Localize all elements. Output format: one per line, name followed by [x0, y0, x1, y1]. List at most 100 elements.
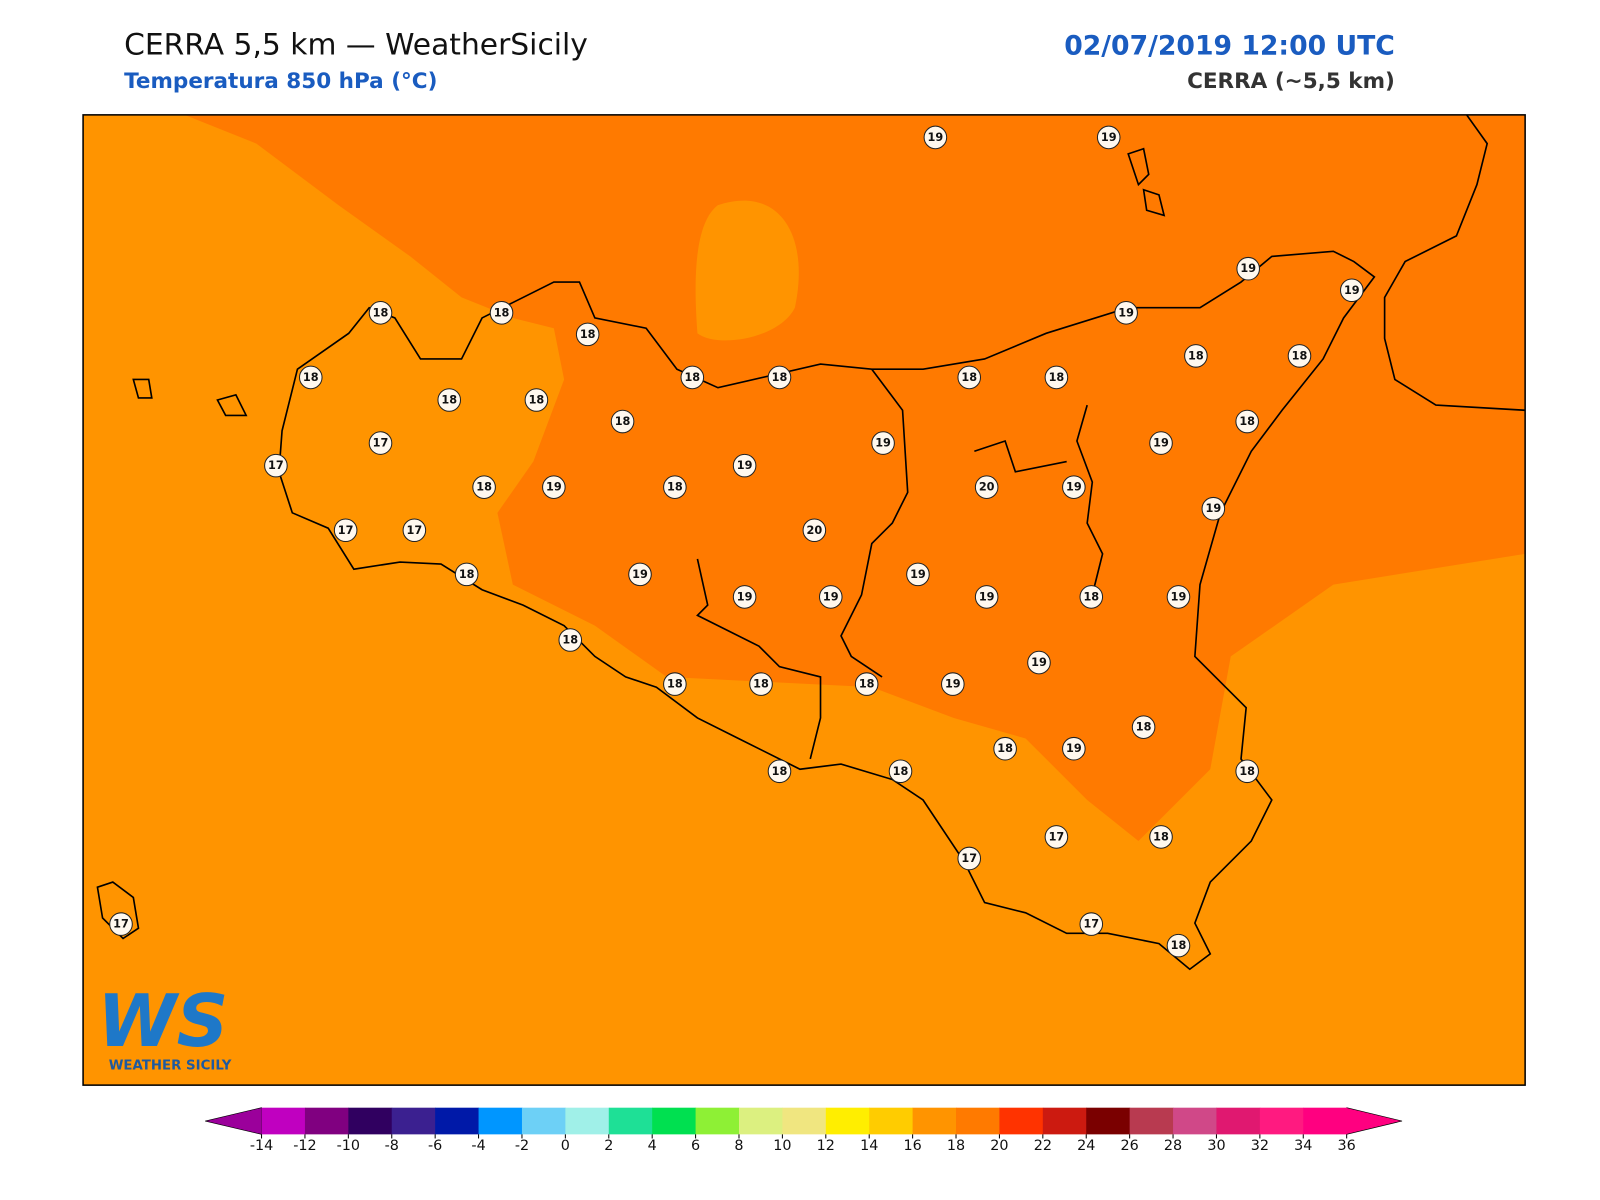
station-value: 19 — [1240, 262, 1256, 275]
station-marker — [610, 409, 635, 434]
station-marker — [1079, 912, 1104, 936]
station-value: 17 — [113, 918, 129, 931]
colorbar-swatch — [391, 1107, 436, 1135]
colorbar-tick-label: 14 — [860, 1138, 878, 1154]
colorbar-swatch — [435, 1107, 480, 1135]
station-value: 18 — [753, 678, 769, 691]
station-marker — [732, 453, 757, 478]
colorbar-swatch — [1086, 1107, 1131, 1135]
station-marker — [333, 518, 358, 543]
station-value: 20 — [807, 524, 823, 537]
station-marker — [767, 759, 792, 784]
colorbar-tick-label: -6 — [428, 1138, 442, 1154]
station-marker — [628, 562, 652, 587]
colorbar-tick-label: 34 — [1294, 1138, 1312, 1154]
coastline — [96, 114, 1526, 971]
station-value: 18 — [1083, 590, 1099, 603]
colorbar-tick-label: 20 — [990, 1138, 1008, 1154]
station-marker — [1236, 256, 1260, 281]
station-value: 18 — [859, 678, 875, 691]
station-marker — [1235, 759, 1259, 784]
station-marker — [1114, 301, 1138, 325]
station-value: 18 — [441, 394, 457, 407]
colorbar-swatch — [652, 1107, 697, 1135]
station-value: 18 — [772, 371, 788, 384]
station-marker — [298, 365, 323, 390]
station-value: 18 — [476, 481, 492, 494]
station-marker — [1339, 278, 1364, 303]
station-value: 18 — [1153, 830, 1169, 843]
colorbar-tick-label: -4 — [471, 1138, 485, 1154]
station-value: 18 — [772, 765, 788, 778]
station-value: 19 — [875, 437, 891, 450]
station-value: 19 — [1066, 742, 1082, 755]
station-marker — [542, 475, 566, 499]
station-value: 19 — [737, 590, 753, 603]
station-value: 18 — [303, 371, 319, 384]
station-marker — [957, 846, 982, 871]
station-marker — [957, 365, 982, 390]
colorbar-swatch — [999, 1107, 1044, 1135]
station-value: 17 — [1049, 830, 1065, 843]
colorbar-tick-label: 26 — [1121, 1138, 1139, 1154]
colorbar-over — [1346, 1107, 1403, 1135]
station-marker — [1166, 585, 1191, 609]
station-value: 18 — [1239, 765, 1255, 778]
station-value: 17 — [338, 524, 354, 537]
station-value: 18 — [667, 481, 683, 494]
colorbar-swatch — [1129, 1107, 1174, 1135]
colorbar-tick-label: 22 — [1034, 1138, 1052, 1154]
station-marker — [558, 628, 583, 652]
colorbar-swatch — [738, 1107, 783, 1135]
colorbar-tick-label: -14 — [250, 1138, 273, 1154]
station-marker — [1044, 825, 1069, 849]
station-value: 18 — [1049, 371, 1065, 384]
station-marker — [109, 912, 133, 936]
station-value: 18 — [1239, 415, 1255, 428]
field-high — [184, 114, 1526, 842]
colorbar-tick-label: 0 — [561, 1138, 570, 1154]
colorbar-tick-label: 24 — [1077, 1138, 1095, 1154]
station-marker — [888, 759, 913, 784]
station-marker — [1235, 409, 1259, 434]
station-value: 17 — [961, 852, 977, 865]
station-value: 18 — [529, 394, 545, 407]
station-value: 18 — [1171, 939, 1187, 952]
station-marker — [524, 388, 549, 412]
station-value: 18 — [667, 678, 683, 691]
station-marker — [1096, 125, 1121, 150]
colorbar-tick-label: -2 — [515, 1138, 529, 1154]
colorbar: -14 -12 -10 -8 -6 -4 -2 0 2 4 6 8 10 12 14 16 18 20 22 24 26… — [205, 1107, 1403, 1154]
station-marker — [941, 672, 965, 696]
station-value: 18 — [373, 306, 389, 319]
colorbar-tick-label: 16 — [903, 1138, 921, 1154]
stations: 19 19 19 19 18 18 18 19 18 18 18 18 18 18 18 18 18 18 18 17… — [109, 125, 1364, 958]
station-value: 17 — [268, 459, 284, 472]
colorbar-tick-label: 10 — [773, 1138, 791, 1154]
station-marker — [1044, 365, 1069, 390]
station-value: 20 — [979, 481, 995, 494]
field: 19 19 19 19 18 18 18 19 18 18 18 18 18 18 18 18 18 18 18 17… — [83, 114, 1526, 1086]
station-value: 19 — [823, 590, 839, 603]
station-value: 18 — [684, 371, 700, 384]
station-marker — [767, 365, 792, 390]
station-value: 19 — [945, 678, 961, 691]
subtitle: Temperatura 850 hPa (°C) — [124, 69, 437, 94]
colorbar-swatch — [1042, 1107, 1087, 1135]
station-value: 18 — [459, 568, 475, 581]
station-value: 18 — [562, 634, 578, 647]
colorbar-tick-label: 32 — [1251, 1138, 1269, 1154]
colorbar-tick-label: 2 — [604, 1138, 613, 1154]
station-marker — [663, 475, 687, 499]
colorbar-tick-label: 8 — [734, 1138, 743, 1154]
station-marker — [871, 431, 895, 455]
station-marker — [1062, 475, 1086, 499]
station-value: 18 — [494, 306, 510, 319]
station-marker — [1287, 344, 1312, 368]
colorbar-swatch — [565, 1107, 610, 1135]
station-value: 19 — [928, 131, 944, 144]
colorbar-swatch — [695, 1107, 740, 1135]
station-marker — [732, 585, 757, 609]
logo-text: WEATHER SICILY — [109, 1059, 232, 1074]
